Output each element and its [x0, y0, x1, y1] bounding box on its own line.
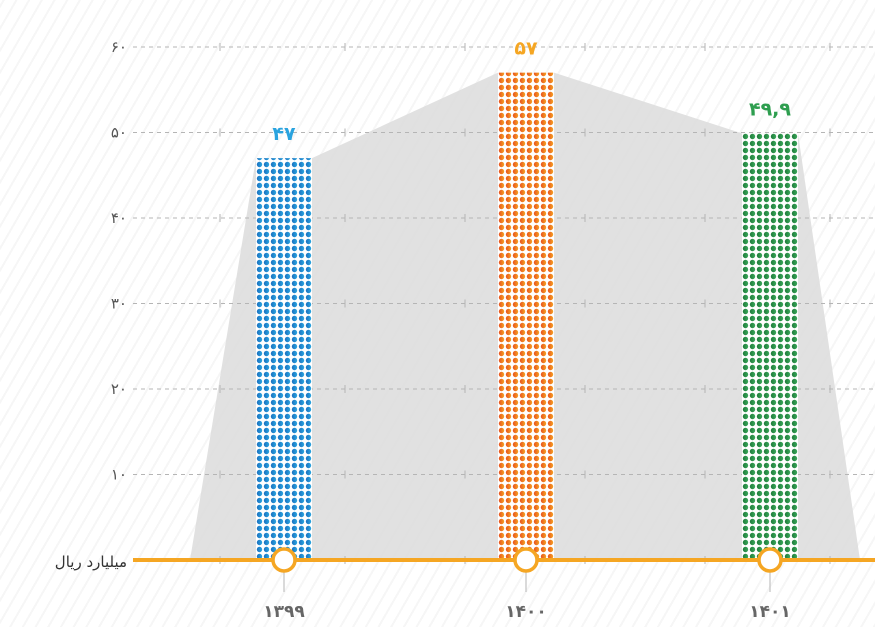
- bars: [256, 72, 798, 561]
- category-label: ۱۴۰۱: [749, 602, 791, 622]
- bar: [256, 158, 312, 560]
- y-tick-label: ۶۰: [111, 38, 127, 56]
- category-label: ۱۳۹۹: [263, 602, 305, 622]
- y-tick-label: ۴۰: [111, 209, 127, 227]
- category-marker: [757, 547, 783, 573]
- y-tick-label: ۵۰: [111, 124, 127, 142]
- category-marker: [271, 547, 297, 573]
- y-tick-label: ۳۰: [111, 295, 127, 313]
- category-labels: ۱۳۹۹ ۱۴۰۰ ۱۴۰۱: [263, 602, 791, 622]
- value-labels: ۴۷ ۵۷ ۴۹,۹: [272, 38, 791, 145]
- category-markers: [271, 547, 783, 592]
- bar: [498, 72, 554, 561]
- category-marker: [513, 547, 539, 573]
- y-tick-label: ۱۰: [111, 466, 127, 484]
- y-tick-label: ۲۰: [111, 380, 127, 398]
- category-label: ۱۴۰۰: [505, 602, 547, 622]
- value-label: ۴۹,۹: [749, 98, 791, 120]
- y-axis-unit-label: میلیارد ریال: [55, 553, 127, 571]
- y-axis-tick-labels: ۱۰ ۲۰ ۳۰ ۴۰ ۵۰ ۶۰: [111, 38, 127, 484]
- bar: [742, 133, 798, 561]
- value-label: ۵۷: [514, 38, 538, 60]
- value-label: ۴۷: [272, 123, 296, 145]
